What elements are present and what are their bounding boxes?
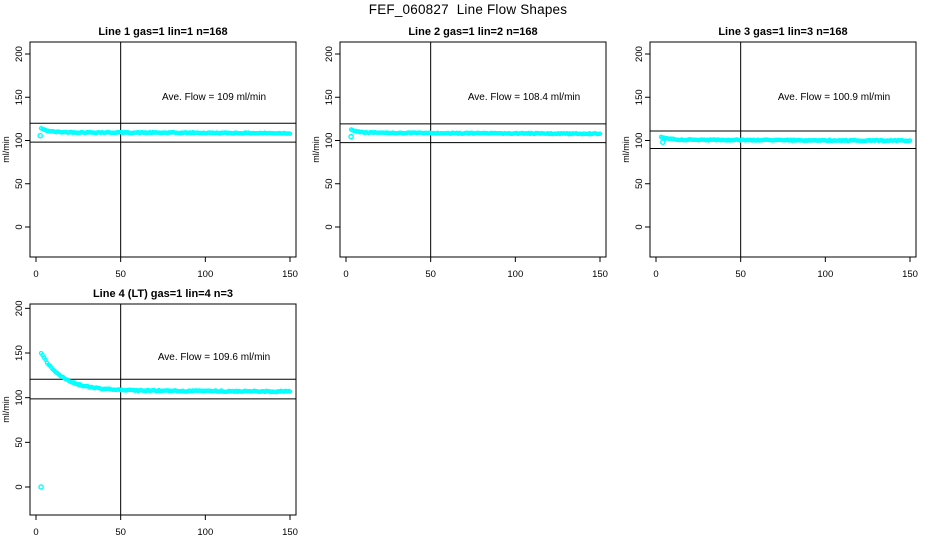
x-axis-tick-label: 0 [343,269,348,280]
data-point [287,389,293,394]
annotation-ave-flow: Ave. Flow = 100.9 ml/min [778,92,890,103]
data-point-outlier [38,484,44,490]
y-axis-tick-label: 0 [634,224,645,229]
y-axis-tick-label: 100 [634,133,645,149]
data-points [38,126,293,136]
panel-2: Line 2 gas=1 lin=2 n=168 0 50 100 150 200 ml/m… [311,26,608,280]
data-points [348,127,603,137]
annotation-ave-flow: Ave. Flow = 109 ml/min [162,92,266,103]
y-axis-tick-label: 150 [324,89,335,105]
y-axis-tick-label: 100 [14,133,25,149]
y-axis-tick-label: 200 [14,46,25,62]
x-axis-tick-label: 150 [282,527,298,538]
annotation-ave-flow: Ave. Flow = 108.4 ml/min [468,92,580,103]
x-axis-tick-label: 100 [507,269,523,280]
x-axis-tick-label: 100 [197,527,213,538]
x-axis-tick-label: 150 [902,269,918,280]
y-axis-title: ml/min [621,136,631,163]
y-axis-tick-label: 50 [14,437,25,448]
data-point-outlier [348,133,354,140]
panel-1: Line 1 gas=1 lin=1 n=168 0 50 100 150 200 ml/m… [1,26,298,280]
y-axis-tick-label: 100 [324,133,335,149]
x-axis-tick-label: 0 [33,269,38,280]
plot-box [339,41,607,258]
figure-title: FEF_060827 Line Flow Shapes [368,2,568,17]
plot-box [29,41,297,258]
x-axis-tick-label: 50 [115,269,126,280]
x-axis-tick-label: 100 [197,269,213,280]
y-axis-tick-label: 200 [324,46,335,62]
panel-title: Line 3 gas=1 lin=3 n=168 [718,26,847,38]
y-axis-tick-label: 0 [324,224,335,229]
y-axis-tick-label: 50 [324,178,335,189]
data-point [287,131,293,136]
x-axis-tick-label: 150 [282,269,298,280]
y-axis-tick-label: 150 [14,89,25,105]
annotation-ave-flow: Ave. Flow = 109.6 ml/min [158,352,270,363]
panel-title: Line 4 (LT) gas=1 lin=4 n=3 [93,288,233,300]
y-axis-tick-label: 200 [14,300,25,316]
data-points [38,350,293,395]
data-point [597,131,603,137]
y-axis-tick-label: 150 [634,89,645,105]
x-axis-tick-label: 150 [592,269,608,280]
y-axis-title: ml/min [1,396,11,423]
x-axis-tick-label: 0 [653,269,658,280]
y-axis-tick-label: 50 [14,178,25,189]
panel-4: Line 4 (LT) gas=1 lin=4 n=3 0 50 100 150 200 m… [1,288,298,538]
plot-box [29,303,297,516]
data-point [907,138,913,143]
y-axis-tick-label: 150 [14,345,25,361]
y-axis-title: ml/min [311,136,321,163]
plot-box [649,41,917,258]
x-axis-tick-label: 50 [115,527,126,538]
x-axis-tick-label: 0 [33,527,38,538]
y-axis-tick-label: 100 [14,390,25,406]
panel-title: Line 1 gas=1 lin=1 n=168 [98,26,227,38]
data-point-outlier [660,139,666,145]
x-axis-tick-label: 50 [735,269,746,280]
y-axis-tick-label: 50 [634,178,645,189]
x-axis-tick-label: 100 [817,269,833,280]
data-points [658,134,913,144]
y-axis-tick-label: 200 [634,46,645,62]
y-axis-tick-label: 0 [14,484,25,489]
panel-3: Line 3 gas=1 lin=3 n=168 0 50 100 150 200 ml/m… [621,26,918,280]
panel-title: Line 2 gas=1 lin=2 n=168 [408,26,537,38]
data-point-outlier [37,132,44,139]
y-axis-title: ml/min [1,136,11,163]
x-axis-tick-label: 50 [425,269,436,280]
y-axis-tick-label: 0 [14,224,25,229]
